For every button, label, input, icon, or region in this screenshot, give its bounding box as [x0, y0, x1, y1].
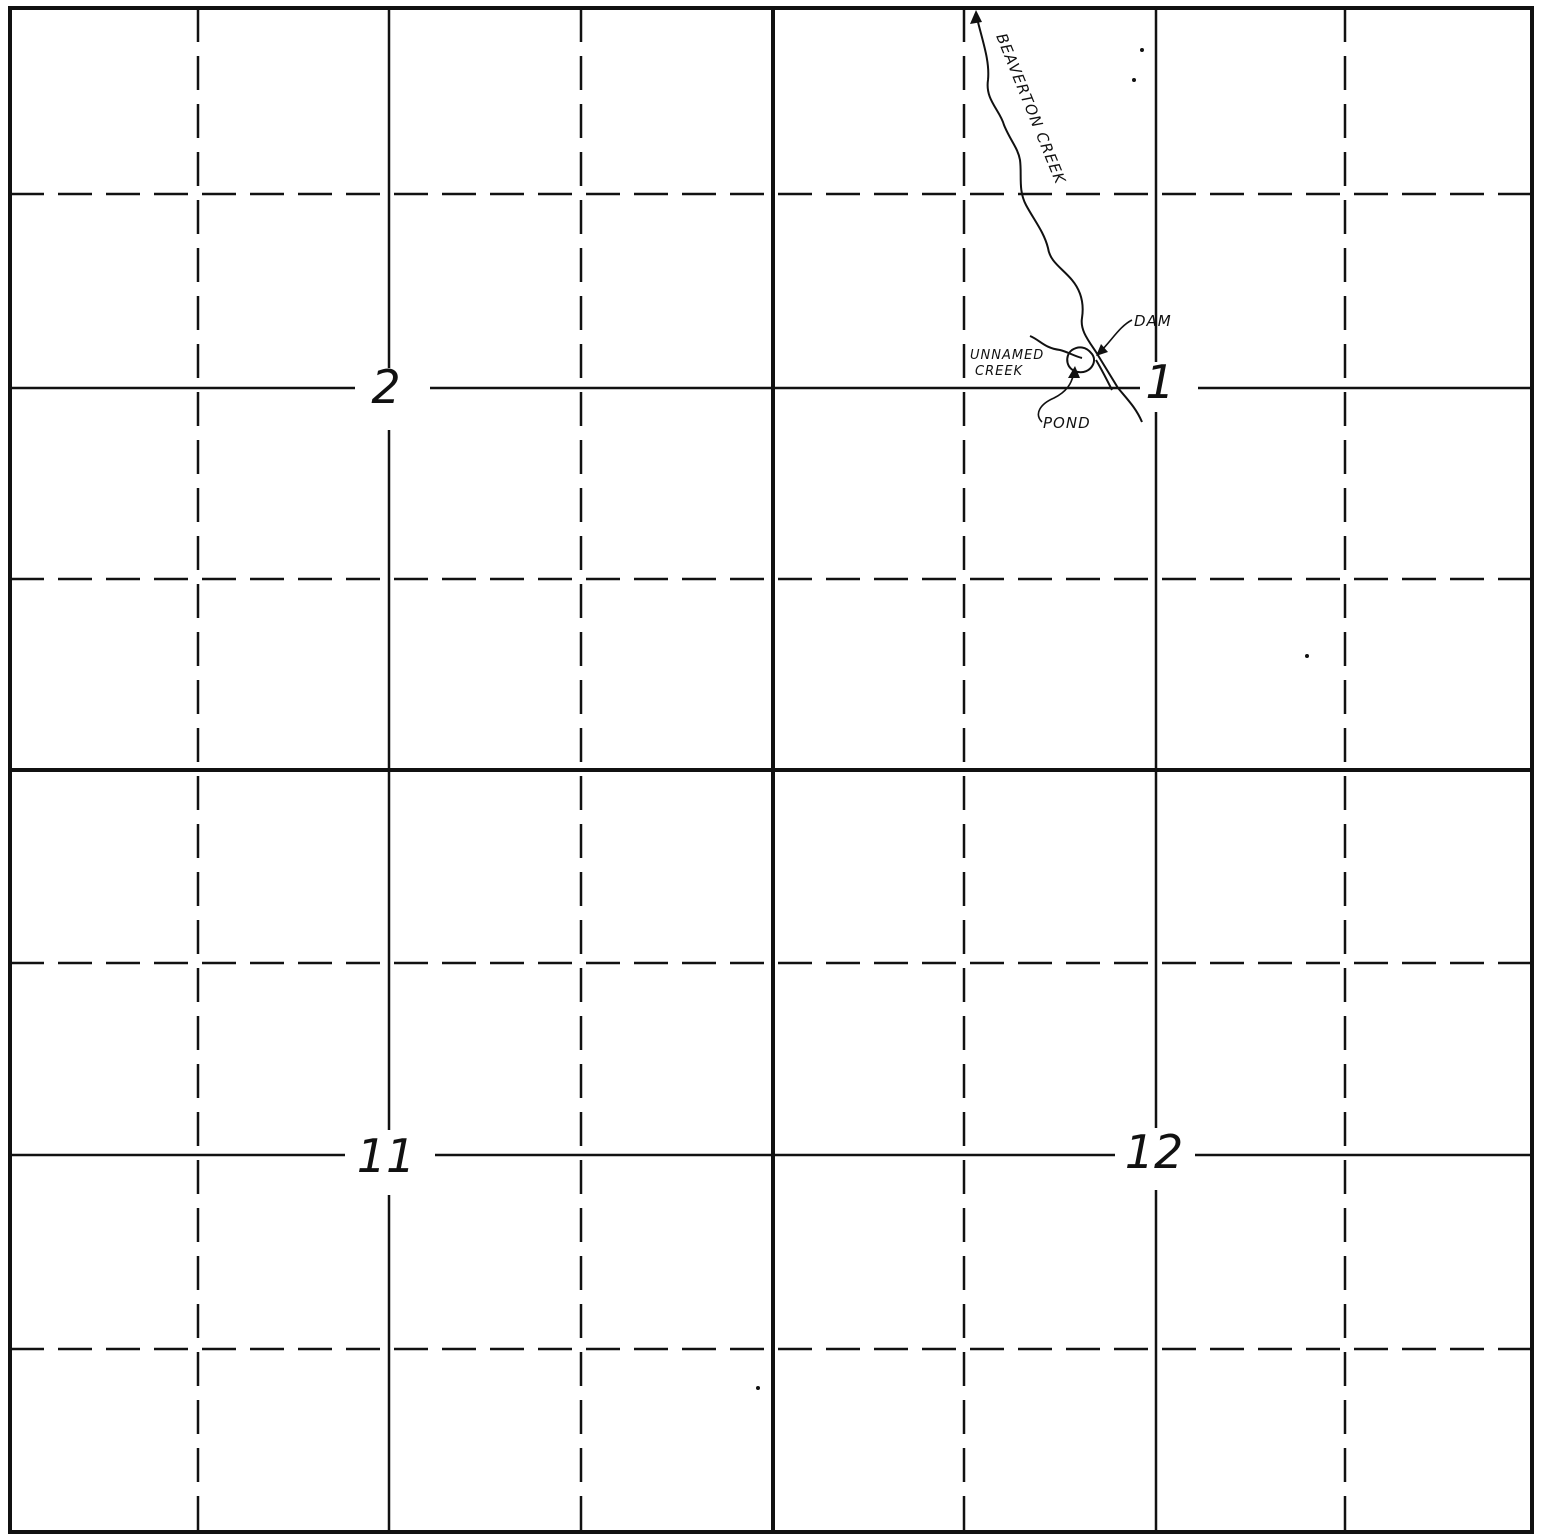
unnamed-creek-label-line2: CREEK	[975, 364, 1024, 379]
lower-stream	[1095, 359, 1113, 391]
pond-arrow-icon	[1068, 366, 1080, 378]
pond-leader	[1037, 371, 1075, 423]
section-number-12: 12	[1125, 1125, 1184, 1179]
beaverton-creek-label: BEAVERTON CREEK	[992, 31, 1069, 187]
section-number-11: 11	[357, 1129, 416, 1183]
pond-outline	[1066, 346, 1096, 374]
creek-arrow-icon	[970, 10, 982, 24]
dam-label: DAM	[1134, 312, 1172, 330]
sixteenth-lines	[10, 8, 1532, 1532]
dam-arrow-icon	[1096, 344, 1108, 356]
quarter-lines	[10, 8, 1532, 1532]
unnamed-creek-label-line1: UNNAMED	[970, 348, 1044, 363]
beaverton-creek-stream	[975, 13, 1143, 423]
unnamed-creek-stream	[1029, 335, 1083, 359]
dam-leader	[1099, 319, 1133, 353]
pond-label: POND	[1043, 414, 1091, 432]
section-number-2: 2	[371, 360, 400, 414]
section-number-1: 1	[1145, 355, 1174, 409]
scan-specks	[756, 48, 1309, 1390]
